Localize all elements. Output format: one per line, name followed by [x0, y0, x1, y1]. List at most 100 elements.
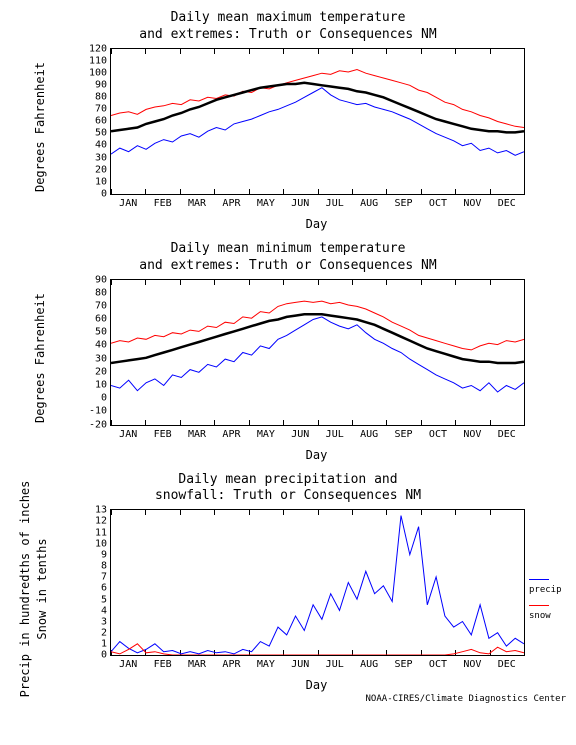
legend: precip snow: [529, 575, 562, 627]
ytick: 70: [95, 300, 111, 311]
legend-item: snow: [529, 601, 562, 621]
xtick: JUN: [291, 425, 309, 440]
xtick: MAR: [188, 425, 206, 440]
chart-title: Daily mean maximum temperature and extrem…: [0, 10, 576, 44]
xtick: SEP: [395, 425, 413, 440]
xtick: JUL: [326, 655, 344, 670]
xtick: APR: [222, 655, 240, 670]
chart-1: Daily mean minimum temperature and extrem…: [0, 231, 576, 462]
series-0: [111, 69, 524, 127]
plot-area: -20-100102030405060708090JANFEBMARAPRMAY…: [110, 279, 525, 426]
ytick: 0: [101, 188, 111, 199]
title-l2: and extremes: Truth or Consequences NM: [139, 27, 436, 42]
ytick: 90: [95, 80, 111, 91]
ytick: 60: [95, 314, 111, 325]
xtick: JUN: [291, 194, 309, 209]
ytick: 1: [101, 639, 111, 650]
xtick: JUL: [326, 425, 344, 440]
xtick: MAY: [257, 194, 275, 209]
xtick: FEB: [154, 194, 172, 209]
series-1: [111, 314, 524, 363]
xtick: APR: [222, 425, 240, 440]
xtick: DEC: [498, 655, 516, 670]
series-2: [111, 316, 524, 391]
ytick: 50: [95, 128, 111, 139]
chart-2: Daily mean precipitation andsnowfall: Tr…: [0, 462, 576, 693]
series-2: [111, 87, 524, 155]
ytick: 9: [101, 549, 111, 560]
xtick: MAY: [257, 425, 275, 440]
xaxis-label: Day: [110, 448, 523, 462]
ytick: 11: [95, 527, 111, 538]
xtick: AUG: [360, 425, 378, 440]
ytick: 0: [101, 393, 111, 404]
ytick: 60: [95, 116, 111, 127]
xtick: NOV: [463, 425, 481, 440]
legend-item: precip: [529, 575, 562, 595]
ytick: 100: [89, 67, 111, 78]
ytick: 80: [95, 287, 111, 298]
xtick: NOV: [463, 194, 481, 209]
xtick: FEB: [154, 655, 172, 670]
xtick: AUG: [360, 194, 378, 209]
xtick: SEP: [395, 655, 413, 670]
xtick: APR: [222, 194, 240, 209]
xtick: NOV: [463, 655, 481, 670]
xtick: DEC: [498, 194, 516, 209]
ytick: 50: [95, 327, 111, 338]
ytick: 3: [101, 616, 111, 627]
ytick: 40: [95, 340, 111, 351]
title-l1: Daily mean precipitation and: [178, 472, 397, 487]
ytick: 30: [95, 152, 111, 163]
xtick: FEB: [154, 425, 172, 440]
ytick: 6: [101, 583, 111, 594]
xtick: JAN: [119, 425, 137, 440]
xaxis-label: Day: [110, 217, 523, 231]
chart-title: Daily mean minimum temperature and extrem…: [0, 241, 576, 275]
plot-area: 0102030405060708090100110120JANFEBMARAPR…: [110, 48, 525, 195]
xtick: AUG: [360, 655, 378, 670]
ytick: 10: [95, 538, 111, 549]
ytick: 8: [101, 561, 111, 572]
ytick: 110: [89, 55, 111, 66]
ytick: 12: [95, 516, 111, 527]
ytick: -20: [89, 419, 111, 430]
ytick: 5: [101, 594, 111, 605]
ytick: 13: [95, 505, 111, 516]
xaxis-label: Day: [110, 678, 523, 692]
ytick: 10: [95, 176, 111, 187]
xtick: OCT: [429, 655, 447, 670]
xtick: JUN: [291, 655, 309, 670]
xtick: MAR: [188, 655, 206, 670]
ytick: -10: [89, 406, 111, 417]
series-0: [111, 516, 524, 654]
xtick: JAN: [119, 194, 137, 209]
ytick: 70: [95, 104, 111, 115]
ytick: 30: [95, 353, 111, 364]
plot-area: 012345678910111213JANFEBMARAPRMAYJUNJULA…: [110, 509, 525, 656]
ytick: 2: [101, 628, 111, 639]
title-l2: and extremes: Truth or Consequences NM: [139, 258, 436, 273]
ytick: 0: [101, 650, 111, 661]
ytick: 20: [95, 164, 111, 175]
title-l1: Daily mean minimum temperature: [171, 241, 406, 256]
credit-text: NOAA-CIRES/Climate Diagnostics Center: [0, 694, 576, 704]
ytick: 10: [95, 380, 111, 391]
xtick: MAR: [188, 194, 206, 209]
title-l2: snowfall: Truth or Consequences NM: [155, 488, 421, 503]
chart-title: Daily mean precipitation andsnowfall: Tr…: [0, 472, 576, 506]
ytick: 4: [101, 605, 111, 616]
ytick: 120: [89, 43, 111, 54]
ytick: 20: [95, 366, 111, 377]
xtick: SEP: [395, 194, 413, 209]
chart-0: Daily mean maximum temperature and extrem…: [0, 0, 576, 231]
xtick: JUL: [326, 194, 344, 209]
ytick: 7: [101, 572, 111, 583]
xtick: MAY: [257, 655, 275, 670]
xtick: OCT: [429, 194, 447, 209]
xtick: OCT: [429, 425, 447, 440]
xtick: JAN: [119, 655, 137, 670]
xtick: DEC: [498, 425, 516, 440]
title-l1: Daily mean maximum temperature: [171, 10, 406, 25]
ytick: 80: [95, 92, 111, 103]
